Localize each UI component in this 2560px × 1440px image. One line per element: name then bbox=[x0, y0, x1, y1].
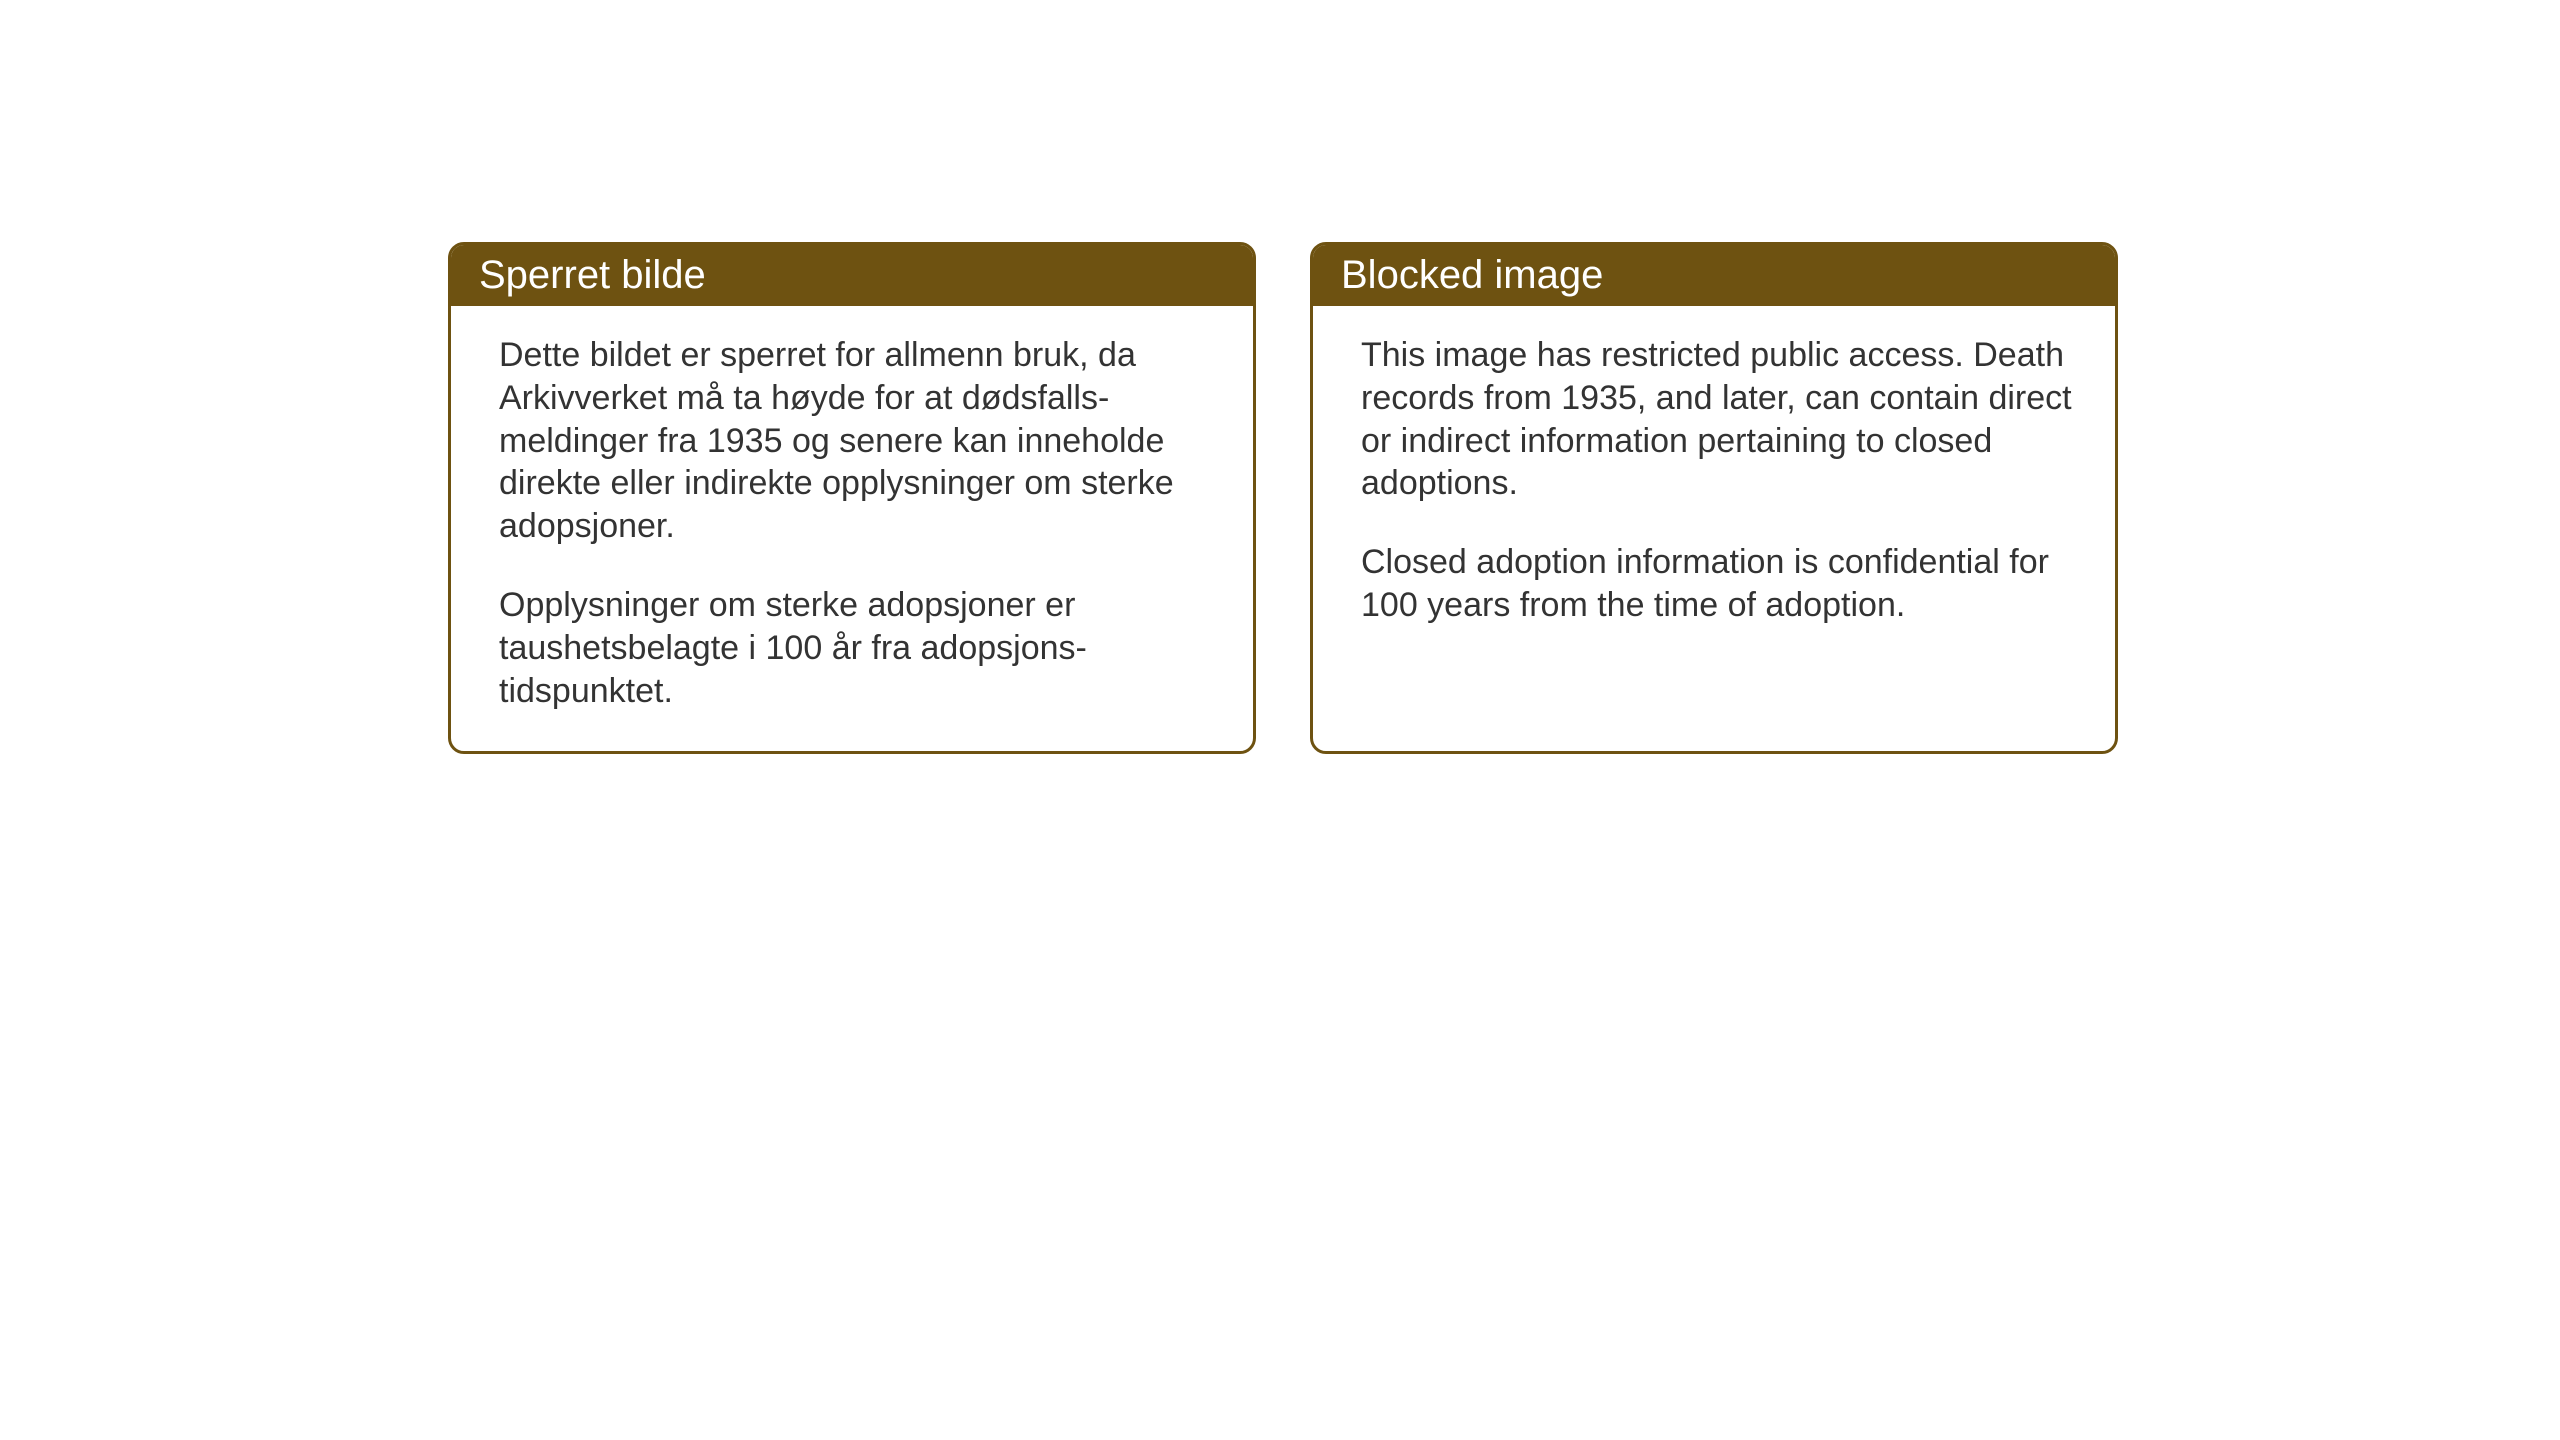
norwegian-paragraph-1: Dette bildet er sperret for allmenn bruk… bbox=[499, 334, 1213, 548]
english-card-title: Blocked image bbox=[1313, 245, 2115, 306]
english-card: Blocked image This image has restricted … bbox=[1310, 242, 2118, 754]
english-paragraph-1: This image has restricted public access.… bbox=[1361, 334, 2075, 505]
norwegian-card-title: Sperret bilde bbox=[451, 245, 1253, 306]
norwegian-paragraph-2: Opplysninger om sterke adopsjoner er tau… bbox=[499, 584, 1213, 712]
english-card-body: This image has restricted public access.… bbox=[1313, 306, 2115, 667]
norwegian-card-body: Dette bildet er sperret for allmenn bruk… bbox=[451, 306, 1253, 753]
cards-container: Sperret bilde Dette bildet er sperret fo… bbox=[448, 242, 2118, 754]
norwegian-card: Sperret bilde Dette bildet er sperret fo… bbox=[448, 242, 1256, 754]
english-paragraph-2: Closed adoption information is confident… bbox=[1361, 541, 2075, 627]
